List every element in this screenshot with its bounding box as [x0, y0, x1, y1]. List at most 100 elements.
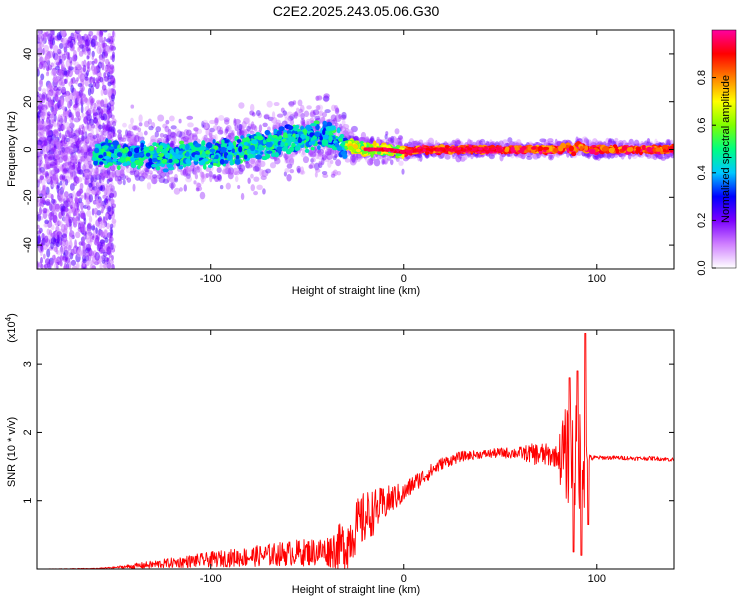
heat-cell	[67, 161, 72, 166]
heat-cell	[37, 139, 43, 146]
heat-cell	[321, 154, 327, 161]
heat-cell	[83, 135, 91, 143]
heat-cell	[165, 134, 171, 141]
heat-cell	[299, 104, 305, 113]
heat-cell	[173, 136, 177, 144]
heat-cell	[399, 135, 404, 144]
heat-cell	[105, 174, 109, 179]
heat-cell	[193, 127, 199, 132]
heat-cell	[59, 254, 63, 263]
heat-cell	[239, 127, 246, 134]
heat-cell	[85, 187, 90, 197]
heat-cell	[110, 126, 116, 135]
heat-cell	[344, 158, 351, 163]
heat-cell	[37, 136, 40, 144]
heat-cell	[86, 210, 92, 217]
heat-cell	[392, 137, 399, 143]
heat-cell	[592, 138, 598, 146]
heat-cell	[165, 137, 170, 143]
heat-cell	[38, 177, 43, 184]
heat-cell	[205, 166, 211, 172]
heat-cell	[50, 85, 54, 94]
heat-cell	[234, 123, 239, 132]
heat-cell	[383, 157, 389, 165]
heat-cell	[92, 76, 96, 84]
heat-cell	[128, 123, 135, 131]
heat-cell	[300, 120, 305, 126]
heat-cell	[50, 146, 54, 154]
heat-cell	[238, 164, 246, 172]
heat-cell	[342, 124, 350, 130]
heat-cell	[57, 142, 62, 147]
heat-cell	[285, 155, 291, 164]
heat-cell	[212, 125, 218, 131]
heat-cell	[74, 158, 78, 165]
heat-cell	[42, 185, 46, 190]
heat-cell	[56, 142, 62, 150]
heat-cell	[110, 180, 114, 189]
heat-cell	[62, 239, 66, 247]
heat-cell	[56, 122, 60, 128]
heat-cell	[126, 137, 132, 143]
heat-cell	[129, 139, 136, 147]
heat-cell	[459, 156, 466, 162]
heat-cell	[191, 169, 198, 175]
heat-cell	[75, 216, 79, 222]
heat-cell	[92, 265, 96, 269]
heat-cell	[94, 66, 97, 75]
heat-cell	[297, 111, 302, 117]
heat-cell	[61, 146, 65, 153]
heat-cell	[59, 117, 64, 124]
heat-cell	[607, 138, 613, 145]
heat-cell	[90, 125, 95, 131]
heat-cell	[155, 174, 163, 180]
heat-cell	[68, 132, 73, 139]
heat-cell	[72, 170, 77, 177]
heat-cell	[100, 133, 106, 140]
heat-cell	[64, 160, 68, 168]
heat-cell	[58, 132, 62, 139]
heat-cell	[182, 135, 189, 142]
heat-cell	[53, 151, 58, 159]
heat-cell	[107, 131, 114, 138]
heat-cell	[608, 138, 615, 143]
heat-cell	[76, 202, 80, 211]
heat-cell	[37, 140, 40, 148]
heat-cell	[301, 148, 306, 156]
heat-cell	[52, 149, 59, 155]
heat-cell	[373, 158, 381, 167]
heat-cell	[276, 113, 284, 118]
heat-cell	[75, 192, 78, 202]
heat-cell	[41, 111, 46, 117]
heat-cell	[145, 168, 149, 176]
heat-cell	[51, 133, 57, 143]
heat-cell	[330, 159, 334, 165]
heat-cell	[62, 124, 66, 131]
heat-cell	[42, 145, 50, 153]
heat-cell	[40, 149, 46, 156]
heat-cell	[216, 167, 222, 173]
heat-cell	[262, 122, 268, 128]
heat-cell	[112, 132, 117, 138]
heat-cell	[203, 122, 210, 131]
heat-cell	[55, 241, 61, 248]
heat-cell	[586, 151, 591, 160]
heat-cell	[44, 61, 48, 68]
heat-cell	[62, 37, 68, 44]
heat-cell	[134, 174, 141, 181]
heat-cell	[325, 151, 332, 156]
heat-cell	[104, 169, 110, 177]
heat-cell	[132, 183, 136, 192]
heat-cell	[173, 187, 181, 195]
heat-cell	[77, 46, 81, 53]
heat-cell	[317, 152, 322, 157]
heat-cell	[52, 154, 57, 162]
heat-cell	[283, 171, 287, 177]
heat-cell	[95, 113, 101, 120]
heat-cell	[425, 139, 431, 145]
heat-cell	[130, 117, 134, 125]
heat-cell	[44, 177, 52, 182]
heat-cell	[165, 119, 170, 125]
heat-cell	[85, 115, 89, 120]
heat-cell	[64, 206, 69, 213]
